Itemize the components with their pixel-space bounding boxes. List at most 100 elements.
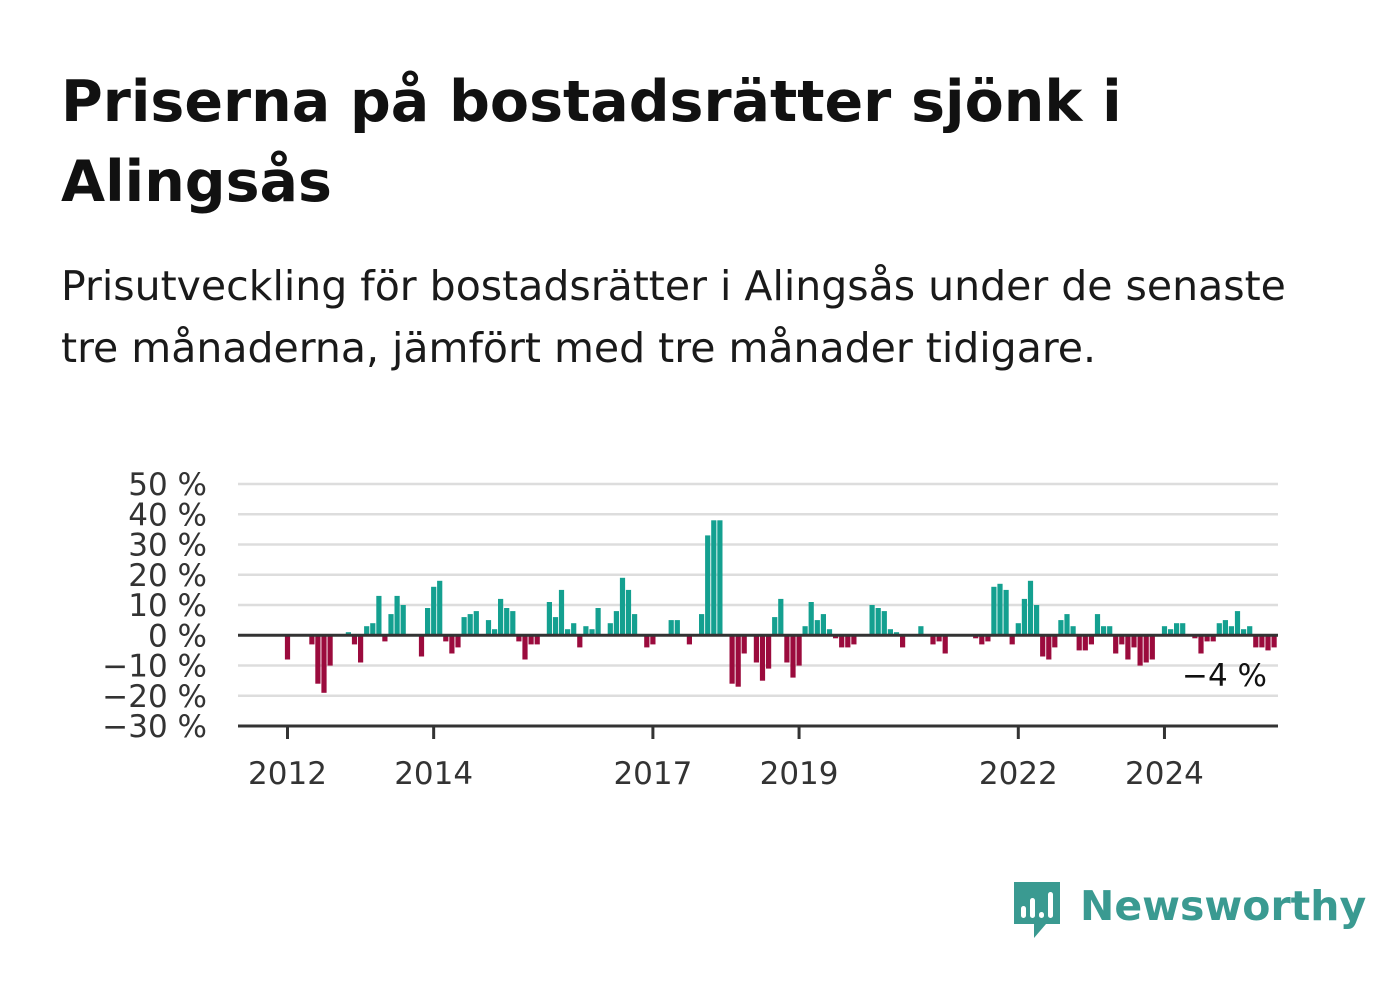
bar xyxy=(382,635,388,642)
y-tick-label: 30 % xyxy=(128,528,207,564)
bar xyxy=(467,614,473,636)
bar xyxy=(552,617,559,636)
bar xyxy=(650,635,656,645)
bar xyxy=(875,608,881,636)
bar xyxy=(1125,635,1131,660)
bar xyxy=(1131,635,1137,648)
bar xyxy=(443,635,449,642)
x-tick-label: 2012 xyxy=(248,756,327,792)
newsworthy-logo-icon xyxy=(1014,882,1060,938)
bar xyxy=(364,626,370,636)
bar xyxy=(686,635,692,645)
bar xyxy=(1052,635,1058,648)
axes xyxy=(238,633,1278,728)
bar xyxy=(1247,626,1253,636)
bar xyxy=(1034,605,1040,636)
bar xyxy=(309,635,315,645)
bar xyxy=(1046,635,1052,660)
bar xyxy=(808,602,814,636)
bar xyxy=(826,629,833,636)
bar xyxy=(997,583,1003,636)
bar xyxy=(1137,635,1143,666)
bar xyxy=(1253,635,1259,648)
bar xyxy=(772,617,778,636)
bar xyxy=(1210,635,1216,642)
bar xyxy=(741,635,747,654)
bar xyxy=(1198,635,1204,654)
bar xyxy=(528,635,534,645)
bar xyxy=(833,635,839,639)
bar xyxy=(1216,623,1222,636)
bar xyxy=(1058,620,1064,636)
bar xyxy=(1119,635,1125,645)
bar xyxy=(1040,635,1046,657)
bar xyxy=(1094,614,1101,636)
bar xyxy=(814,620,820,636)
bar xyxy=(735,635,741,687)
bar xyxy=(461,617,467,636)
bar xyxy=(784,635,790,663)
bar xyxy=(1204,635,1210,642)
bar xyxy=(1174,623,1180,636)
bar xyxy=(571,623,577,636)
bar-chart: 50 %40 %30 %20 %10 %0 %−10 %−20 %−30 % 2… xyxy=(102,467,1278,792)
bar xyxy=(979,635,985,645)
y-tick-label: 40 % xyxy=(128,497,207,533)
bar xyxy=(358,635,364,663)
bar xyxy=(345,632,351,636)
bar xyxy=(1003,589,1009,636)
bar xyxy=(766,635,772,669)
bar xyxy=(1107,626,1113,636)
bar xyxy=(705,535,711,636)
bar xyxy=(1076,635,1082,651)
bar xyxy=(644,635,650,648)
bar xyxy=(498,598,504,636)
bar xyxy=(1234,611,1241,636)
bars xyxy=(284,520,1277,693)
grid-lines xyxy=(238,482,1278,697)
x-tick-label: 2022 xyxy=(979,756,1058,792)
bar xyxy=(315,635,321,684)
bar xyxy=(607,623,613,636)
bar xyxy=(558,589,565,636)
x-axis-labels: 2012 2014 2017 2019 2022 2024 xyxy=(248,726,1204,792)
bar xyxy=(1241,629,1247,636)
bar xyxy=(431,586,437,636)
bar xyxy=(418,635,425,657)
bar xyxy=(942,635,948,654)
bar xyxy=(351,635,358,645)
bar xyxy=(668,620,674,636)
bar xyxy=(327,635,333,666)
bar xyxy=(522,635,528,660)
bar xyxy=(790,635,796,678)
x-tick-label: 2019 xyxy=(760,756,839,792)
bar xyxy=(485,620,492,636)
bar xyxy=(370,623,376,636)
bar xyxy=(492,629,498,636)
bar xyxy=(1192,635,1198,639)
bar xyxy=(699,614,705,636)
bar xyxy=(918,626,924,636)
bar xyxy=(717,520,723,636)
bar xyxy=(449,635,455,654)
bar xyxy=(991,586,997,636)
bar xyxy=(388,614,394,636)
bar xyxy=(973,635,979,639)
bar xyxy=(930,635,936,645)
bar xyxy=(1180,623,1186,636)
bar xyxy=(900,635,906,648)
chart-title: Priserna på bostadsrätter sjönk i Alings… xyxy=(61,69,1122,215)
bar xyxy=(881,611,887,636)
bar xyxy=(1009,635,1015,645)
bar xyxy=(321,635,327,693)
y-tick-label: 10 % xyxy=(128,588,207,624)
bar xyxy=(1015,623,1021,636)
bar xyxy=(893,632,900,636)
bar xyxy=(1064,614,1070,636)
bar xyxy=(1271,635,1277,648)
bar xyxy=(851,635,857,645)
y-tick-label: −10 % xyxy=(102,649,207,685)
bar xyxy=(546,602,552,636)
bar xyxy=(802,626,808,636)
bar xyxy=(1222,620,1228,636)
